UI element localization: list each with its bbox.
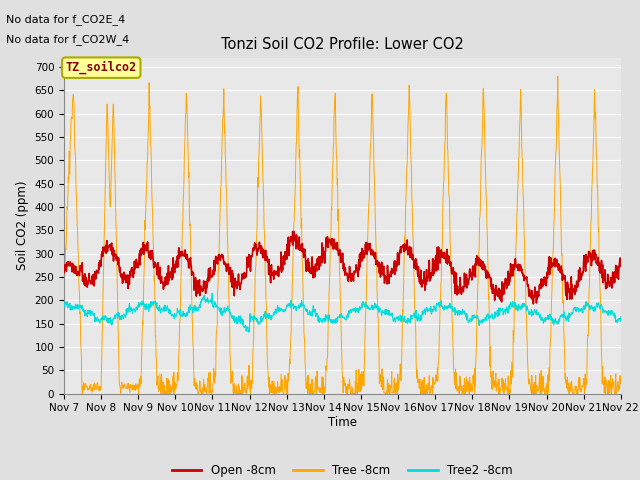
- X-axis label: Time: Time: [328, 416, 357, 429]
- Tree -8cm: [554, 73, 561, 79]
- Tree -8cm: [246, 391, 254, 396]
- Open -8cm: [246, 262, 254, 268]
- Open -8cm: [289, 228, 296, 234]
- Open -8cm: [429, 273, 437, 278]
- Tree2 -8cm: [209, 290, 216, 296]
- Line: Tree2 -8cm: Tree2 -8cm: [64, 293, 621, 332]
- Open -8cm: [502, 280, 509, 286]
- Tree2 -8cm: [552, 315, 559, 321]
- Tree -8cm: [60, 277, 68, 283]
- Open -8cm: [170, 268, 178, 274]
- Text: No data for f_CO2E_4: No data for f_CO2E_4: [6, 14, 125, 25]
- Tree -8cm: [551, 172, 559, 178]
- Tree2 -8cm: [429, 307, 437, 312]
- Open -8cm: [529, 301, 537, 307]
- Tree -8cm: [429, 385, 437, 391]
- Tree2 -8cm: [617, 314, 625, 320]
- Tree2 -8cm: [184, 309, 191, 315]
- Title: Tonzi Soil CO2 Profile: Lower CO2: Tonzi Soil CO2 Profile: Lower CO2: [221, 37, 464, 52]
- Open -8cm: [617, 257, 625, 263]
- Tree -8cm: [184, 150, 192, 156]
- Line: Open -8cm: Open -8cm: [64, 231, 621, 304]
- Open -8cm: [184, 258, 191, 264]
- Text: No data for f_CO2W_4: No data for f_CO2W_4: [6, 34, 130, 45]
- Legend: Open -8cm, Tree -8cm, Tree2 -8cm: Open -8cm, Tree -8cm, Tree2 -8cm: [167, 459, 518, 480]
- Y-axis label: Soil CO2 (ppm): Soil CO2 (ppm): [16, 181, 29, 270]
- Text: TZ_soilco2: TZ_soilco2: [66, 61, 137, 74]
- Tree2 -8cm: [60, 304, 68, 310]
- Tree -8cm: [502, 386, 509, 392]
- Open -8cm: [552, 255, 559, 261]
- Tree2 -8cm: [502, 307, 510, 312]
- Line: Tree -8cm: Tree -8cm: [64, 76, 621, 394]
- Tree2 -8cm: [246, 329, 253, 335]
- Tree2 -8cm: [170, 316, 178, 322]
- Tree -8cm: [78, 391, 86, 396]
- Open -8cm: [60, 270, 68, 276]
- Tree -8cm: [171, 385, 179, 391]
- Tree2 -8cm: [247, 315, 255, 321]
- Tree -8cm: [617, 379, 625, 384]
